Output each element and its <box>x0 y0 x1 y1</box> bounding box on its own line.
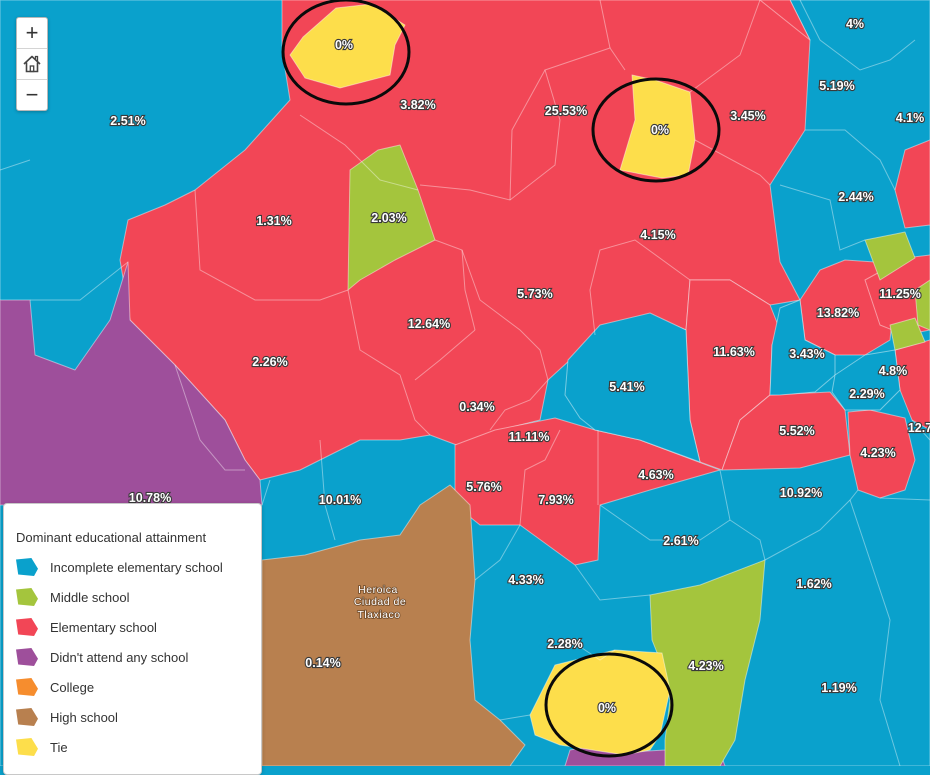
legend: Dominant educational attainment Incomple… <box>3 503 262 775</box>
highlight-ring-northeast <box>591 77 721 183</box>
region-middle-school-east-b[interactable] <box>889 317 926 351</box>
region-label: 5.19% <box>819 79 854 93</box>
region-label: 2.44% <box>838 190 873 204</box>
region-incomplete-east-2[interactable] <box>831 349 901 411</box>
region-incomplete-center[interactable] <box>564 312 701 463</box>
region-label: 11.63% <box>713 345 755 359</box>
legend-item-label: Middle school <box>50 589 130 605</box>
region-elementary-east-g[interactable] <box>894 139 930 229</box>
legend-item-label: High school <box>50 709 118 725</box>
region-label: 0.34% <box>459 400 494 414</box>
region-label: 10.01% <box>319 493 361 507</box>
region-incomplete-east[interactable] <box>769 299 836 396</box>
region-label: 5.76% <box>466 480 501 494</box>
region-label: 0% <box>651 123 669 137</box>
region-label: 4.1% <box>896 111 925 125</box>
legend-item-middle-school: Middle school <box>16 582 223 612</box>
region-label: 3.82% <box>400 98 435 112</box>
region-label: 2.28% <box>547 637 582 651</box>
legend-item-label: Didn't attend any school <box>50 649 189 665</box>
home-button[interactable] <box>17 49 47 80</box>
region-label: 4.8% <box>879 364 908 378</box>
legend-swatch <box>16 558 38 576</box>
region-label: 11.11% <box>508 430 549 444</box>
legend-item-incomplete-elementary: Incomplete elementary school <box>16 552 223 582</box>
highlight-ring-northwest <box>281 0 411 106</box>
legend-items: Incomplete elementary school Middle scho… <box>16 552 223 762</box>
region-high-school-tlaxiaco[interactable] <box>261 484 526 766</box>
region-label: 25.53% <box>545 104 587 118</box>
region-label: 5.73% <box>517 287 552 301</box>
legend-item-elementary: Elementary school <box>16 612 223 642</box>
region-value-labels: 0% 3.82% 2.51% 25.53% 0% 3.45% 4% 5.19% … <box>109 16 930 716</box>
region-label: 12.7 <box>908 421 930 435</box>
region-label: 1.31% <box>256 214 291 228</box>
legend-swatch <box>16 708 38 726</box>
legend-swatch <box>16 588 38 606</box>
highlight-ring-south <box>544 652 674 758</box>
legend-item-tie: Tie <box>16 732 223 762</box>
region-elementary-east-c[interactable] <box>847 409 916 499</box>
region-label: 11.25% <box>879 287 921 301</box>
region-label: 10.92% <box>780 486 822 500</box>
region-middle-school-east-a[interactable] <box>864 231 916 281</box>
legend-swatch <box>16 678 38 696</box>
region-label: 2.29% <box>849 387 884 401</box>
town-label-line-1: Heroica <box>358 584 398 596</box>
region-label: 5.41% <box>609 380 644 394</box>
region-label: 10.78% <box>129 491 171 505</box>
region-label: 13.82% <box>817 306 859 320</box>
town-label-line-2: Ciudad de <box>354 596 406 608</box>
region-middle-school-east-c[interactable] <box>914 279 930 331</box>
region-label: 2.03% <box>371 211 406 225</box>
region-label: 4% <box>846 17 864 31</box>
legend-item-label: Elementary school <box>50 619 157 635</box>
region-label: 0.14% <box>305 656 340 670</box>
legend-item-high-school: High school <box>16 702 223 732</box>
region-elementary-east-h[interactable] <box>759 0 811 41</box>
region-label: 1.62% <box>796 577 831 591</box>
region-label: 2.51% <box>110 114 145 128</box>
region-label: 4.23% <box>860 446 895 460</box>
region-label: 2.61% <box>663 534 698 548</box>
region-label: 0% <box>335 38 353 52</box>
zoom-control: + − <box>16 17 48 111</box>
region-label: 12.64% <box>408 317 450 331</box>
region-tie-northwest[interactable] <box>289 3 406 89</box>
region-label: 5.52% <box>779 424 814 438</box>
zoom-in-button[interactable]: + <box>17 18 47 49</box>
legend-title: Dominant educational attainment <box>16 530 207 545</box>
legend-item-label: Tie <box>50 739 68 755</box>
legend-swatch <box>16 618 38 636</box>
region-label: 4.23% <box>688 659 723 673</box>
legend-swatch <box>16 648 38 666</box>
legend-swatch <box>16 738 38 756</box>
legend-item-no-school: Didn't attend any school <box>16 642 223 672</box>
legend-item-college: College <box>16 672 223 702</box>
region-middle-school-north[interactable] <box>347 144 436 291</box>
region-label: 4.33% <box>508 573 543 587</box>
region-no-school-west[interactable] <box>0 261 263 506</box>
region-label: 4.63% <box>638 468 673 482</box>
region-label: 1.19% <box>821 681 856 695</box>
legend-item-label: Incomplete elementary school <box>50 559 223 575</box>
zoom-out-button[interactable]: − <box>25 82 39 107</box>
region-label: 3.45% <box>730 109 765 123</box>
region-label: 7.93% <box>538 493 573 507</box>
town-label-line-3: Tlaxiaco <box>357 609 400 621</box>
region-label: 3.43% <box>789 347 824 361</box>
legend-item-label: College <box>50 679 95 695</box>
region-label: 2.26% <box>252 355 287 369</box>
home-icon <box>23 55 41 73</box>
region-label: 0% <box>598 701 616 715</box>
region-label: 4.15% <box>640 228 675 242</box>
region-elementary-south[interactable] <box>454 417 721 566</box>
